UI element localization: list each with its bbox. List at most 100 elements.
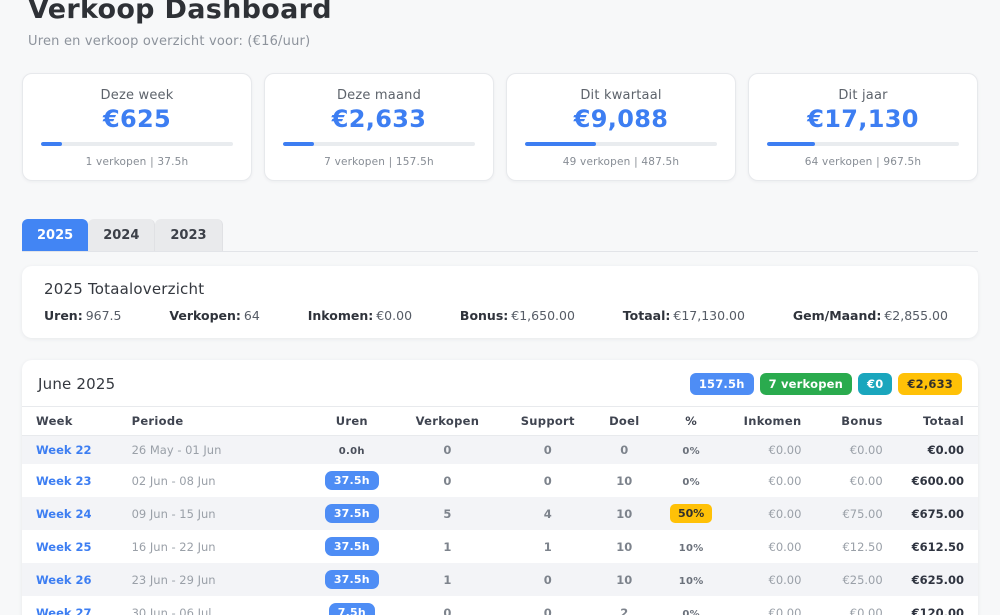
table-row-week-25: Week 25 16 Jun - 22 Jun 37.5h 1 1 10 10%… xyxy=(22,530,978,563)
tab-2023[interactable]: 2023 xyxy=(155,219,222,251)
year-tabs: 2025 2024 2023 xyxy=(22,219,978,252)
col-verkopen: Verkopen xyxy=(395,407,500,436)
stat-label: Dit jaar xyxy=(767,88,959,103)
support-value: 1 xyxy=(544,540,552,554)
month-title: June 2025 xyxy=(38,375,115,393)
col-doel: Doel xyxy=(596,407,653,436)
verkopen-value: 1 xyxy=(443,573,451,587)
stat-meta: 64 verkopen | 967.5h xyxy=(767,156,959,168)
table-row-week-26: Week 26 23 Jun - 29 Jun 37.5h 1 0 10 10%… xyxy=(22,563,978,596)
week-link[interactable]: Week 27 xyxy=(36,606,92,615)
inkomen-cell: €0.00 xyxy=(729,436,815,465)
verkopen-value: 0 xyxy=(443,606,451,615)
progress-fill xyxy=(525,142,596,146)
verkopen-badge: 7 verkopen xyxy=(760,373,852,395)
page-subtitle: Uren en verkoop overzicht voor: (€16/uur… xyxy=(28,34,978,49)
periode-cell: 16 Jun - 22 Jun xyxy=(118,530,309,563)
totaal-cell: €675.00 xyxy=(897,497,978,530)
page: Verkoop Dashboard Uren en verkoop overzi… xyxy=(0,0,1000,615)
uren-badge: 37.5h xyxy=(325,471,379,490)
stat-label: Deze week xyxy=(41,88,233,103)
support-value: 0 xyxy=(544,573,552,587)
verkopen-value: 0 xyxy=(443,474,451,488)
support-value: 0 xyxy=(544,443,552,457)
uren-badge: 7.5h xyxy=(329,603,375,615)
bonus-cell: €0.00 xyxy=(815,596,896,615)
tab-2025[interactable]: 2025 xyxy=(22,219,88,251)
doel-value: 10 xyxy=(616,573,632,587)
inkomen-badge: €0 xyxy=(858,373,892,395)
pct-value: 10% xyxy=(679,543,704,554)
periode-cell: 02 Jun - 08 Jun xyxy=(118,464,309,497)
stat-amount: €625 xyxy=(41,105,233,133)
verkopen-value: 0 xyxy=(443,443,451,457)
page-title: Verkoop Dashboard xyxy=(28,0,978,25)
summary-stat-inkomen: Inkomen:€0.00 xyxy=(308,308,412,323)
week-link[interactable]: Week 26 xyxy=(36,573,92,587)
doel-value: 10 xyxy=(616,507,632,521)
verkopen-value: 5 xyxy=(443,507,451,521)
stat-meta: 1 verkopen | 37.5h xyxy=(41,156,233,168)
bonus-cell: €0.00 xyxy=(815,436,896,465)
inkomen-cell: €0.00 xyxy=(729,464,815,497)
table-row-week-23: Week 23 02 Jun - 08 Jun 37.5h 0 0 10 0% … xyxy=(22,464,978,497)
stat-card-quarter: Dit kwartaal €9,088 49 verkopen | 487.5h xyxy=(506,73,736,181)
pct-value: 0% xyxy=(682,477,700,488)
progress-bar xyxy=(767,142,959,146)
stat-label: Dit kwartaal xyxy=(525,88,717,103)
tab-2024[interactable]: 2024 xyxy=(88,219,155,251)
month-badges: 157.5h 7 verkopen €0 €2,633 xyxy=(690,373,962,395)
year-summary-card: 2025 Totaaloverzicht Uren:967.5 Verkopen… xyxy=(22,266,978,338)
totaal-badge: €2,633 xyxy=(898,373,962,395)
stat-amount: €2,633 xyxy=(283,105,475,133)
doel-value: 10 xyxy=(616,474,632,488)
stat-label: Deze maand xyxy=(283,88,475,103)
week-table: Week Periode Uren Verkopen Support Doel … xyxy=(22,406,978,615)
totaal-cell: €625.00 xyxy=(897,563,978,596)
summary-stat-uren: Uren:967.5 xyxy=(44,308,122,323)
periode-cell: 26 May - 01 Jun xyxy=(118,436,309,465)
totaal-cell: €120.00 xyxy=(897,596,978,615)
progress-fill xyxy=(767,142,815,146)
table-row-week-22: Week 22 26 May - 01 Jun 0.0h 0 0 0 0% €0… xyxy=(22,436,978,465)
uren-value: 0.0h xyxy=(339,446,365,457)
progress-bar xyxy=(283,142,475,146)
stat-card-month: Deze maand €2,633 7 verkopen | 157.5h xyxy=(264,73,494,181)
col-bonus: Bonus xyxy=(815,407,896,436)
hours-badge: 157.5h xyxy=(690,373,754,395)
bonus-cell: €0.00 xyxy=(815,464,896,497)
summary-stat-totaal: Totaal:€17,130.00 xyxy=(623,308,745,323)
periode-cell: 09 Jun - 15 Jun xyxy=(118,497,309,530)
progress-fill xyxy=(41,142,62,146)
uren-badge: 37.5h xyxy=(325,570,379,589)
col-pct: % xyxy=(653,407,729,436)
col-totaal: Totaal xyxy=(897,407,978,436)
col-inkomen: Inkomen xyxy=(729,407,815,436)
totaal-cell: €0.00 xyxy=(897,436,978,465)
progress-bar xyxy=(525,142,717,146)
month-header: June 2025 157.5h 7 verkopen €0 €2,633 xyxy=(22,360,978,406)
pct-value: 10% xyxy=(679,576,704,587)
week-link[interactable]: Week 24 xyxy=(36,507,92,521)
table-row-week-27: Week 27 30 Jun - 06 Jul 7.5h 0 0 2 0% €0… xyxy=(22,596,978,615)
col-support: Support xyxy=(500,407,596,436)
stat-card-week: Deze week €625 1 verkopen | 37.5h xyxy=(22,73,252,181)
bonus-cell: €25.00 xyxy=(815,563,896,596)
inkomen-cell: €0.00 xyxy=(729,497,815,530)
support-value: 4 xyxy=(544,507,552,521)
summary-stat-verkopen: Verkopen:64 xyxy=(169,308,259,323)
week-link[interactable]: Week 23 xyxy=(36,474,92,488)
stat-meta: 7 verkopen | 157.5h xyxy=(283,156,475,168)
page-header: Verkoop Dashboard Uren en verkoop overzi… xyxy=(28,0,978,49)
support-value: 0 xyxy=(544,606,552,615)
stat-card-year: Dit jaar €17,130 64 verkopen | 967.5h xyxy=(748,73,978,181)
col-uren: Uren xyxy=(309,407,395,436)
month-card-june: June 2025 157.5h 7 verkopen €0 €2,633 We… xyxy=(22,360,978,615)
week-link[interactable]: Week 25 xyxy=(36,540,92,554)
doel-value: 0 xyxy=(620,443,628,457)
totaal-cell: €612.50 xyxy=(897,530,978,563)
uren-badge: 37.5h xyxy=(325,537,379,556)
doel-value: 10 xyxy=(616,540,632,554)
uren-badge: 37.5h xyxy=(325,504,379,523)
week-link[interactable]: Week 22 xyxy=(36,443,92,457)
